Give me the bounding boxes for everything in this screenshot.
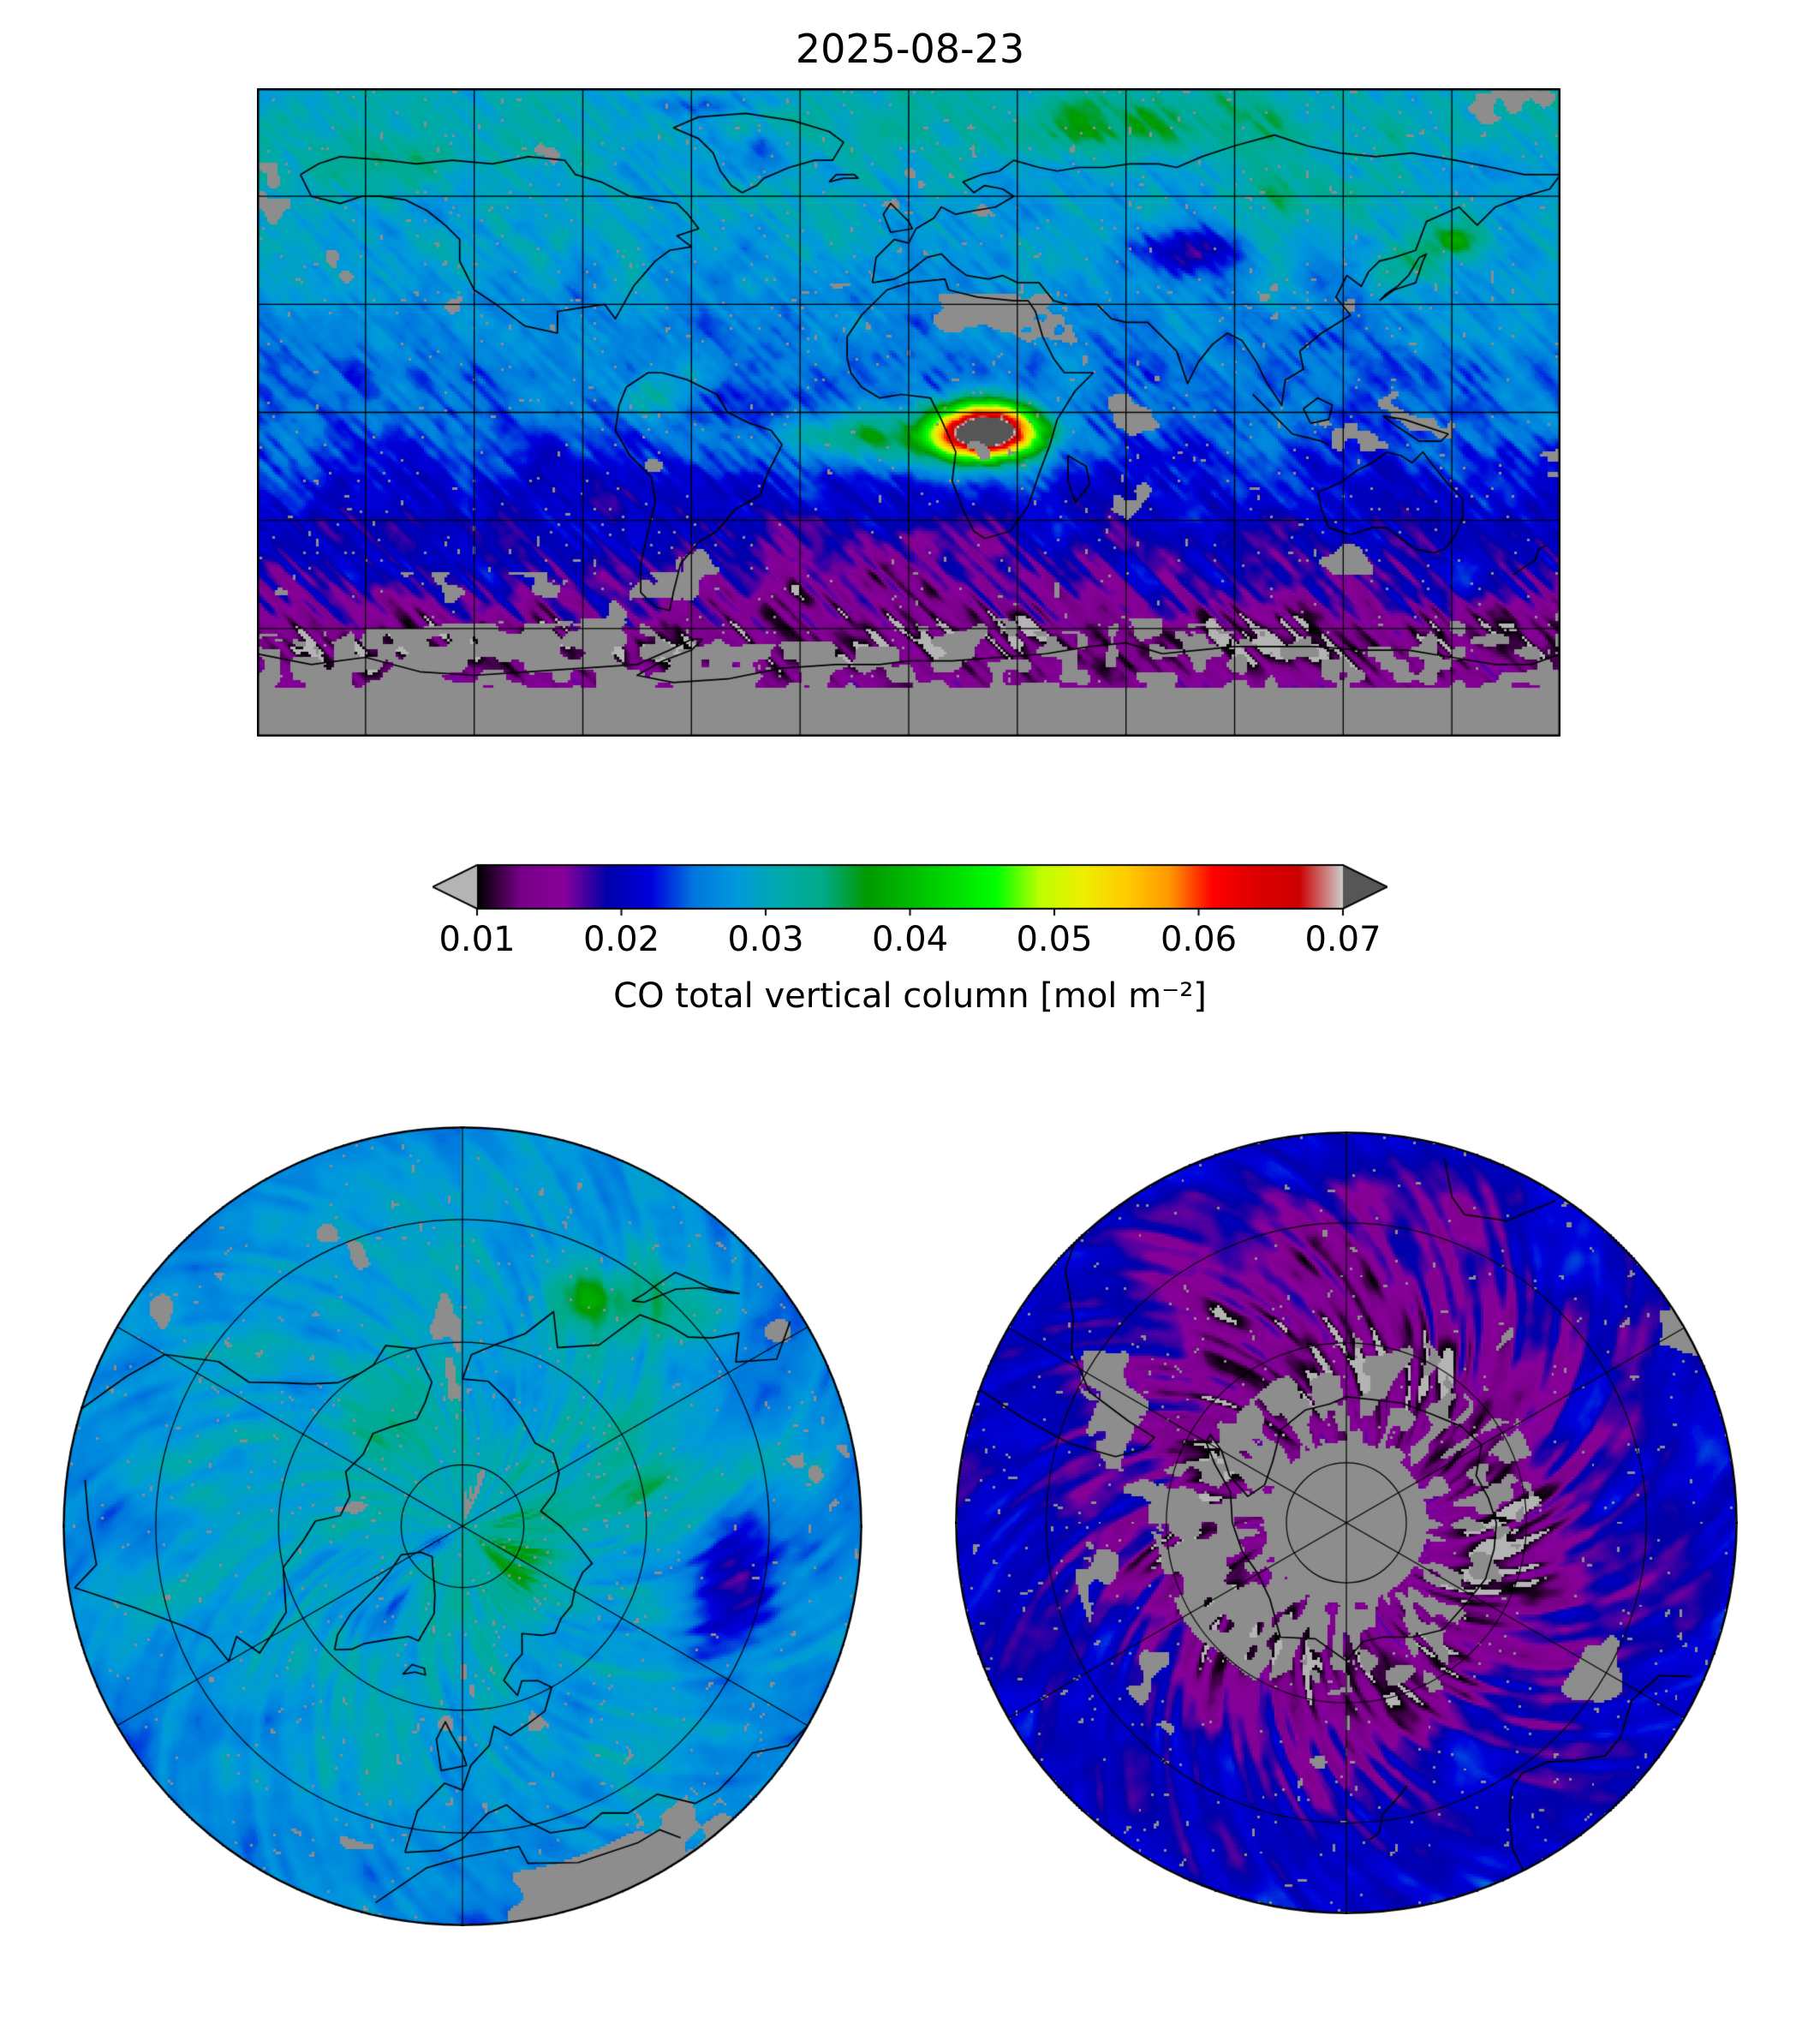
colorbar-gradient: [433, 863, 1387, 916]
colorbar-tick-label: 0.03: [727, 920, 804, 959]
north-polar-co-map: [63, 1126, 862, 1926]
colorbar-label: CO total vertical column [mol m⁻²]: [613, 976, 1207, 1016]
colorbar-tick-label: 0.07: [1304, 920, 1381, 959]
colorbar-tick-label: 0.04: [871, 920, 949, 959]
colorbar-tick-label: 0.01: [439, 920, 516, 959]
global-co-map: [257, 88, 1560, 737]
colorbar-tick-label: 0.05: [1016, 920, 1093, 959]
figure-title: 2025-08-23: [795, 26, 1025, 72]
colorbar: 0.01 0.02 0.03 0.04 0.05 0.06 0.07 CO total ve…: [433, 863, 1387, 1043]
colorbar-ticks: 0.01 0.02 0.03 0.04 0.05 0.06 0.07: [433, 920, 1387, 964]
south-polar-co-map: [955, 1131, 1738, 1914]
colorbar-tick-label: 0.06: [1160, 920, 1238, 959]
colorbar-tick-label: 0.02: [582, 920, 660, 959]
